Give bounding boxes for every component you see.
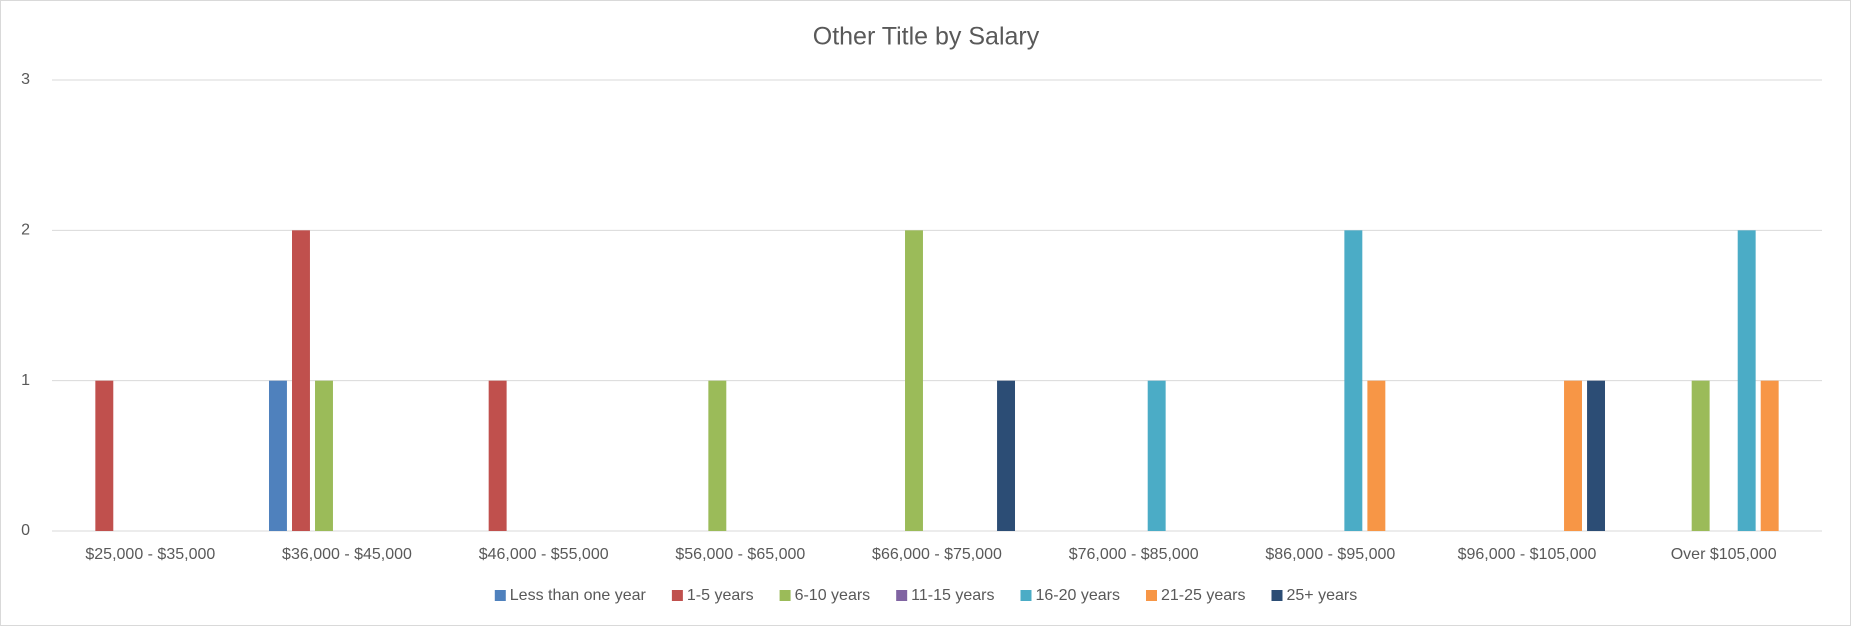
bar [268, 380, 287, 531]
bar [488, 380, 507, 531]
x-tick-label: $66,000 - $75,000 [872, 546, 1002, 563]
x-tick-label: $86,000 - $95,000 [1265, 546, 1395, 563]
bar [95, 380, 114, 531]
bar [1587, 380, 1606, 531]
legend-label: 6-10 years [795, 587, 871, 604]
y-tick-label: 3 [21, 71, 30, 88]
x-tick-label: $96,000 - $105,000 [1458, 546, 1597, 563]
legend-label: 16-20 years [1035, 587, 1120, 604]
bar [1564, 380, 1582, 531]
chart-title: Other Title by Salary [813, 23, 1040, 51]
legend-swatch [671, 590, 683, 601]
bar [1737, 230, 1756, 532]
y-tick-label: 2 [21, 222, 30, 239]
bar [1760, 380, 1779, 531]
y-tick-label: 1 [21, 372, 30, 389]
bar [1147, 380, 1166, 531]
x-tick-label: $46,000 - $55,000 [479, 546, 609, 563]
legend-label: 11-15 years [911, 587, 994, 604]
legend-swatch [1020, 590, 1032, 601]
bar [997, 380, 1016, 531]
x-tick-label: Over $105,000 [1671, 546, 1777, 563]
legend-swatch [1271, 590, 1283, 601]
legend-swatch [1145, 590, 1157, 601]
legend-label: 21-25 years [1161, 587, 1246, 604]
legend-label: 25+ years [1286, 587, 1357, 604]
bar [292, 230, 310, 532]
bar [1691, 380, 1710, 531]
legend-label: Less than one year [510, 587, 647, 604]
legend-label: 1-5 years [687, 587, 754, 604]
legend-swatch [896, 590, 908, 601]
y-tick-label: 0 [21, 522, 30, 539]
legend-swatch [494, 590, 506, 601]
bar [315, 380, 333, 531]
bar [905, 230, 923, 532]
x-tick-label: $56,000 - $65,000 [675, 546, 805, 563]
x-tick-label: $36,000 - $45,000 [282, 546, 412, 563]
bar [1344, 230, 1363, 532]
x-tick-label: $25,000 - $35,000 [85, 546, 215, 563]
x-tick-label: $76,000 - $85,000 [1069, 546, 1199, 563]
legend-swatch [779, 590, 791, 601]
bar [1367, 380, 1386, 531]
bar [708, 380, 727, 531]
